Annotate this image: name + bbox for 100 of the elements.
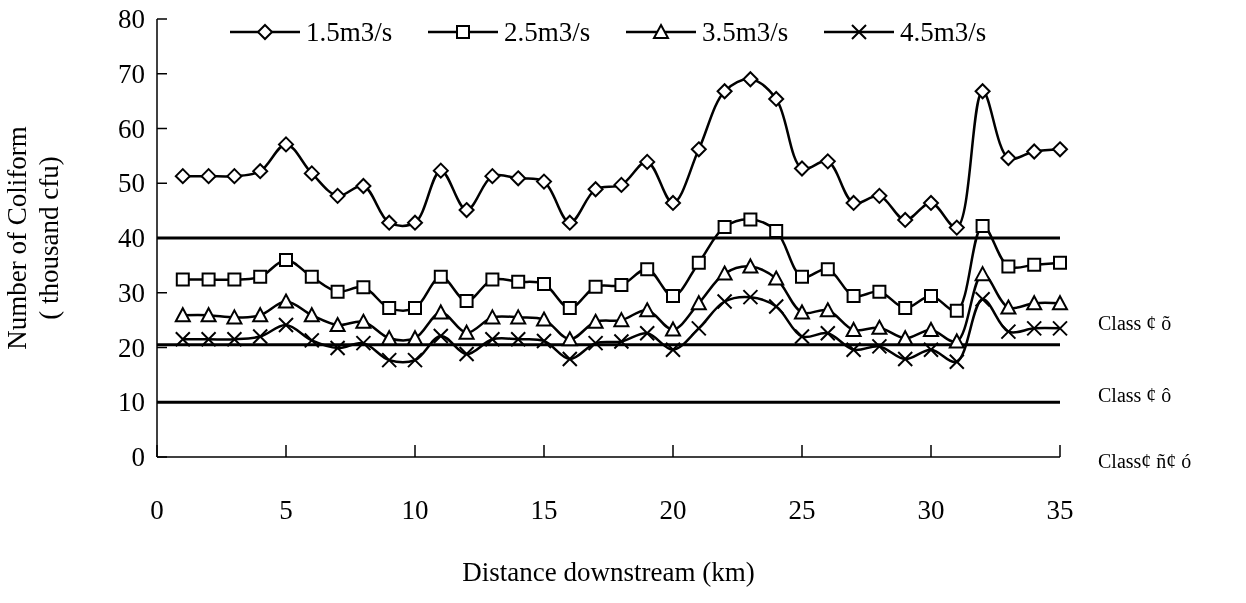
point <box>768 270 785 286</box>
point <box>252 307 269 323</box>
point <box>613 312 630 328</box>
x-tick-label: 20 <box>659 495 687 525</box>
point <box>846 289 861 304</box>
point <box>226 309 243 325</box>
point <box>174 307 191 323</box>
point <box>974 266 991 282</box>
legend-label: 4.5m3/s <box>900 17 987 47</box>
point <box>691 255 706 270</box>
point <box>897 330 914 346</box>
point <box>948 353 965 370</box>
point <box>587 335 604 352</box>
point <box>175 272 190 287</box>
point <box>252 163 269 180</box>
point <box>562 301 577 316</box>
point <box>303 332 320 349</box>
point <box>304 269 319 284</box>
point <box>458 346 475 363</box>
point <box>329 340 346 357</box>
point <box>1052 141 1068 158</box>
point <box>432 162 449 179</box>
point <box>1000 150 1017 167</box>
point <box>561 351 578 367</box>
legend-label: 3.5m3/s <box>702 17 789 47</box>
point <box>1000 299 1017 315</box>
text: Class ¢ ô <box>1098 384 1172 406</box>
point <box>690 141 707 158</box>
point <box>1026 143 1043 160</box>
point <box>665 341 681 358</box>
point <box>665 321 681 337</box>
point <box>1052 295 1068 311</box>
point <box>484 331 501 348</box>
point <box>510 170 527 187</box>
point <box>484 309 501 325</box>
point <box>794 160 810 177</box>
point <box>794 328 810 345</box>
point <box>458 202 475 219</box>
point <box>458 324 475 340</box>
point <box>561 331 578 347</box>
point <box>845 341 862 358</box>
point <box>355 177 372 194</box>
x-tick-label: 0 <box>150 495 164 525</box>
point <box>355 335 372 352</box>
point <box>432 304 449 320</box>
point <box>201 272 216 287</box>
point <box>639 153 656 170</box>
point <box>898 301 913 316</box>
point <box>845 321 862 337</box>
point <box>845 194 862 211</box>
point <box>923 194 939 211</box>
point <box>974 83 991 100</box>
x-tick-label: 25 <box>788 495 816 525</box>
point <box>975 218 990 233</box>
y-tick-label: 0 <box>131 442 145 472</box>
x-axis-title: Distance downstream (km) <box>462 557 755 587</box>
point <box>640 262 655 277</box>
point <box>381 352 398 369</box>
point <box>639 302 656 318</box>
point <box>407 330 423 346</box>
point <box>329 187 346 204</box>
point <box>278 293 294 309</box>
point <box>381 214 398 231</box>
point <box>948 333 965 349</box>
point <box>923 321 939 337</box>
point <box>511 274 526 289</box>
point <box>356 280 371 295</box>
y-tick-label: 20 <box>118 332 145 363</box>
point <box>407 214 423 231</box>
x-tick-label: 15 <box>530 495 558 525</box>
point <box>717 220 732 235</box>
x-tick-label: 5 <box>279 495 293 525</box>
point <box>794 304 810 320</box>
point <box>303 165 320 182</box>
point <box>614 278 629 293</box>
point <box>561 214 578 231</box>
point <box>924 289 938 304</box>
point <box>1026 320 1043 337</box>
point <box>690 295 707 311</box>
point <box>200 307 217 323</box>
point <box>200 168 217 185</box>
point <box>1053 255 1067 270</box>
point <box>769 223 784 238</box>
point <box>742 289 759 306</box>
point <box>1052 320 1068 337</box>
point <box>742 258 759 274</box>
point <box>510 331 527 348</box>
point <box>278 136 294 153</box>
point <box>587 181 604 198</box>
y-axis-title: Number of Coliform ( thousand cfu) <box>2 126 64 350</box>
y-tick-label: 60 <box>118 113 145 144</box>
point <box>871 319 888 335</box>
text: Class¢ ñ¢ ó <box>1098 450 1192 472</box>
point <box>1000 323 1017 340</box>
point <box>537 276 551 291</box>
point <box>226 331 243 348</box>
point <box>484 168 501 185</box>
point <box>871 338 888 355</box>
point <box>949 303 964 318</box>
point <box>613 333 630 350</box>
